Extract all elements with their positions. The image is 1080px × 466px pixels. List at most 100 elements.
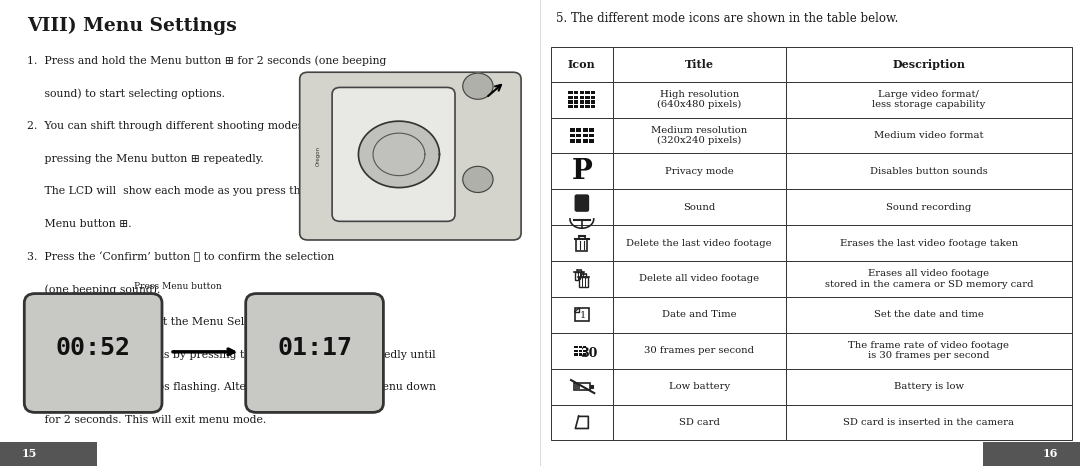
Text: 15: 15 (22, 448, 37, 459)
Text: Title: Title (685, 59, 714, 70)
Text: 1.  Press and hold the Menu button ⊞ for 2 seconds (one beeping: 1. Press and hold the Menu button ⊞ for … (27, 56, 387, 67)
Text: Low battery: Low battery (669, 382, 730, 391)
Bar (591, 100, 595, 103)
Bar (575, 350, 578, 352)
Bar (551, 47, 613, 82)
Bar (580, 96, 584, 99)
Bar (575, 91, 579, 94)
Bar (583, 350, 586, 352)
Bar (575, 384, 580, 390)
Bar (613, 297, 786, 333)
Bar (580, 105, 584, 108)
Bar (579, 346, 582, 348)
Text: Large video format/
less storage capability: Large video format/ less storage capabil… (873, 90, 985, 110)
Bar (551, 297, 613, 333)
Bar (551, 117, 613, 153)
Text: 5. The different mode icons are shown in the table below.: 5. The different mode icons are shown in… (556, 12, 899, 25)
Text: High resolution
(640x480 pixels): High resolution (640x480 pixels) (657, 90, 742, 110)
Bar (786, 225, 1072, 261)
Bar (570, 128, 575, 132)
FancyBboxPatch shape (300, 72, 522, 240)
Bar (613, 47, 786, 82)
Bar (613, 404, 786, 440)
Text: 4.  When you want to exit the Menu Selection mode,: 4. When you want to exit the Menu Select… (27, 317, 315, 327)
Text: Erases the last video footage taken: Erases the last video footage taken (839, 239, 1018, 247)
Bar (786, 369, 1072, 404)
Text: The frame rate of video footage
is 30 frames per second: The frame rate of video footage is 30 fr… (848, 341, 1010, 360)
FancyBboxPatch shape (576, 195, 589, 211)
Text: (one beeping sound).: (one beeping sound). (27, 284, 160, 295)
Bar (551, 404, 613, 440)
Text: 00:52: 00:52 (56, 336, 131, 360)
Text: The LCD will  show each mode as you press the: The LCD will show each mode as you press… (27, 186, 307, 196)
Bar (576, 272, 583, 281)
Text: 2.  You can shift through different shooting modes by: 2. You can shift through different shoot… (27, 121, 320, 131)
Bar (613, 117, 786, 153)
Bar (583, 353, 586, 356)
Bar (575, 346, 578, 348)
Bar (583, 128, 588, 132)
Bar (583, 346, 586, 348)
Bar (786, 153, 1072, 189)
Bar (570, 139, 575, 143)
Bar (568, 105, 572, 108)
Bar (613, 333, 786, 369)
Bar (591, 91, 595, 94)
Bar (580, 91, 584, 94)
Text: 30 frames per second: 30 frames per second (645, 346, 754, 355)
Bar (568, 100, 572, 103)
Bar (613, 261, 786, 297)
Bar (983, 442, 1080, 466)
Text: Medium video format: Medium video format (874, 131, 984, 140)
Bar (613, 82, 786, 117)
Text: Sound recording: Sound recording (887, 203, 971, 212)
Bar (579, 353, 582, 356)
Text: for 2 seconds. This will exit menu mode.: for 2 seconds. This will exit menu mode. (27, 415, 267, 425)
Bar (575, 100, 579, 103)
Bar (575, 96, 579, 99)
Text: Description: Description (892, 59, 966, 70)
Text: pressing the Menu button ⊞ repeatedly.: pressing the Menu button ⊞ repeatedly. (27, 154, 264, 164)
Bar (585, 105, 590, 108)
Bar (583, 139, 588, 143)
Bar (575, 308, 589, 322)
Bar (570, 134, 575, 137)
Text: the selected icon stops flashing. Alternatively you can hold Menu down: the selected icon stops flashing. Altern… (27, 382, 436, 392)
Circle shape (462, 166, 492, 192)
Bar (551, 153, 613, 189)
Text: SD card is inserted in the camera: SD card is inserted in the camera (843, 418, 1014, 427)
Bar (551, 261, 613, 297)
Text: Delete the last video footage: Delete the last video footage (626, 239, 772, 247)
Text: Battery is low: Battery is low (894, 382, 963, 391)
Bar (579, 350, 582, 352)
Bar (786, 333, 1072, 369)
FancyBboxPatch shape (332, 88, 455, 221)
Text: 1: 1 (580, 311, 586, 320)
Bar (577, 139, 581, 143)
Circle shape (462, 73, 492, 99)
Bar (551, 189, 613, 225)
Text: Icon: Icon (568, 59, 596, 70)
Bar (613, 153, 786, 189)
Text: SD card: SD card (679, 418, 719, 427)
Bar (577, 240, 588, 251)
Text: Menu button ⊞.: Menu button ⊞. (27, 219, 132, 229)
Text: shift through the icons by pressing the Menu button ⊞ repeatedly until: shift through the icons by pressing the … (27, 350, 435, 359)
Bar (568, 96, 572, 99)
Text: 01:17: 01:17 (278, 336, 352, 360)
Bar (786, 82, 1072, 117)
Text: Date and Time: Date and Time (662, 310, 737, 319)
Text: 3.  Press the ‘Confirm’ button ✱ to confirm the selection: 3. Press the ‘Confirm’ button ✱ to confi… (27, 252, 334, 262)
Bar (585, 91, 590, 94)
Bar (583, 134, 588, 137)
Bar (786, 189, 1072, 225)
Bar (590, 385, 593, 389)
Text: 30: 30 (580, 347, 597, 360)
Text: Set the date and time: Set the date and time (874, 310, 984, 319)
Text: Press Menu button: Press Menu button (134, 282, 222, 291)
Bar (591, 105, 595, 108)
Bar (591, 96, 595, 99)
Bar (590, 128, 594, 132)
Bar (0, 442, 97, 466)
Bar (613, 225, 786, 261)
